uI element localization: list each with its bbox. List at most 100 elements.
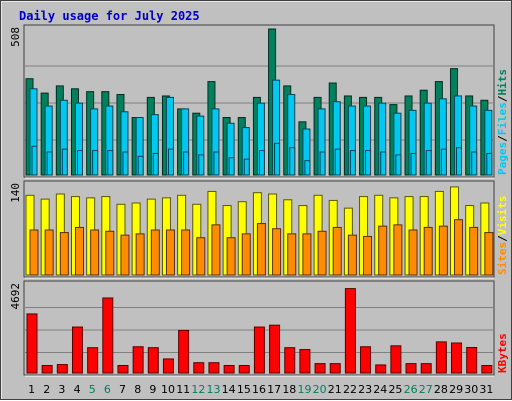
day-tick-label-15: 15 <box>237 383 251 396</box>
day-tick-label-21: 21 <box>328 383 342 396</box>
bar-pages-day-17 <box>274 142 281 176</box>
bar-sites-day-31 <box>484 232 494 276</box>
bar-sites-day-21 <box>332 226 342 276</box>
bar-kbytes-day-6 <box>102 297 114 374</box>
bar-kbytes-day-28 <box>435 341 447 374</box>
bar-kbytes-day-31 <box>481 364 493 374</box>
bar-pages-day-6 <box>107 150 114 176</box>
bar-kbytes-day-26 <box>405 363 417 374</box>
bar-kbytes-day-14 <box>223 364 235 374</box>
bar-sites-day-10 <box>165 229 175 276</box>
bar-sites-day-18 <box>287 233 297 276</box>
bar-sites-day-6 <box>105 230 115 276</box>
bar-sites-day-7 <box>120 234 130 276</box>
day-tick-label-22: 22 <box>343 383 357 396</box>
bar-kbytes-day-30 <box>466 346 478 374</box>
day-tick-label-5: 5 <box>89 383 96 396</box>
day-tick-label-30: 30 <box>464 383 478 396</box>
bar-pages-day-5 <box>92 150 99 176</box>
day-tick-label-1: 1 <box>28 383 35 396</box>
bar-kbytes-day-8 <box>132 346 144 374</box>
panel-1-max-label: 140 <box>9 183 22 203</box>
bar-kbytes-day-29 <box>451 342 463 374</box>
bar-kbytes-day-22 <box>344 288 356 374</box>
bar-pages-day-10 <box>167 148 174 176</box>
bar-kbytes-day-19 <box>299 349 311 374</box>
bar-sites-day-1 <box>29 229 39 276</box>
bar-pages-day-24 <box>380 151 387 176</box>
panel-0-legend: Pages/Files/Hits <box>496 69 509 175</box>
day-tick-label-4: 4 <box>74 383 81 396</box>
day-tick-label-19: 19 <box>297 383 311 396</box>
day-tick-label-26: 26 <box>404 383 418 396</box>
day-tick-label-13: 13 <box>207 383 221 396</box>
chart-title: Daily usage for July 2025 <box>19 9 200 23</box>
day-tick-label-28: 28 <box>434 383 448 396</box>
bar-sites-day-22 <box>347 234 357 276</box>
bar-sites-day-28 <box>438 225 448 276</box>
day-tick-label-11: 11 <box>176 383 190 396</box>
day-tick-label-14: 14 <box>222 383 236 396</box>
legend-separator: / <box>496 135 509 142</box>
bar-pages-day-20 <box>319 151 326 176</box>
bar-kbytes-day-10 <box>162 358 174 374</box>
bar-sites-day-9 <box>150 229 160 276</box>
bar-kbytes-day-7 <box>117 364 129 374</box>
legend-separator: / <box>496 95 509 102</box>
bar-pages-day-19 <box>304 160 311 176</box>
bar-sites-day-29 <box>454 219 464 276</box>
day-tick-label-24: 24 <box>373 383 387 396</box>
panel-1-legend: Sites/Visits <box>496 196 509 276</box>
legend-kbytes: KBytes <box>496 333 509 373</box>
legend-sites: Sites <box>496 242 509 275</box>
day-tick-label-10: 10 <box>161 383 175 396</box>
bar-kbytes-day-23 <box>360 346 372 374</box>
bar-kbytes-day-18 <box>284 347 296 374</box>
bar-sites-day-5 <box>90 229 100 276</box>
legend-hits: Hits <box>496 69 509 96</box>
day-tick-label-25: 25 <box>388 383 402 396</box>
bar-kbytes-day-12 <box>193 362 205 374</box>
bar-pages-day-1 <box>31 145 38 176</box>
bar-sites-day-30 <box>469 226 479 276</box>
bar-pages-day-29 <box>456 147 463 176</box>
day-tick-label-7: 7 <box>119 383 126 396</box>
bar-kbytes-day-5 <box>87 347 99 374</box>
bar-pages-day-2 <box>46 151 53 176</box>
legend-visits: Visits <box>496 196 509 236</box>
bar-kbytes-day-27 <box>420 363 432 374</box>
bar-kbytes-day-3 <box>56 364 68 374</box>
bar-kbytes-day-1 <box>26 313 38 374</box>
bar-sites-day-12 <box>196 237 206 276</box>
bar-sites-day-8 <box>135 233 145 276</box>
bar-pages-day-31 <box>486 152 493 176</box>
bar-sites-day-2 <box>44 229 54 276</box>
bar-sites-day-11 <box>181 229 191 276</box>
bar-pages-day-8 <box>137 155 144 176</box>
day-tick-label-9: 9 <box>149 383 156 396</box>
bar-sites-day-19 <box>302 233 312 276</box>
day-tick-label-29: 29 <box>449 383 463 396</box>
bar-sites-day-27 <box>423 226 433 276</box>
day-tick-label-16: 16 <box>252 383 266 396</box>
bar-kbytes-day-24 <box>375 364 387 374</box>
bar-pages-day-28 <box>440 148 447 176</box>
bar-sites-day-24 <box>378 225 388 276</box>
bar-sites-day-3 <box>59 232 69 276</box>
bar-sites-day-15 <box>241 233 251 276</box>
bar-sites-day-20 <box>317 230 327 276</box>
bar-pages-day-3 <box>61 148 68 176</box>
day-tick-label-27: 27 <box>419 383 433 396</box>
bar-pages-day-7 <box>122 151 129 176</box>
bar-pages-day-23 <box>365 150 372 176</box>
day-tick-label-8: 8 <box>134 383 141 396</box>
bar-kbytes-day-15 <box>238 364 250 374</box>
bar-kbytes-day-4 <box>71 326 83 374</box>
bar-pages-day-12 <box>198 154 205 176</box>
bar-sites-day-26 <box>408 229 418 276</box>
bar-kbytes-day-20 <box>314 363 326 374</box>
bar-pages-day-13 <box>213 151 220 176</box>
bar-kbytes-day-16 <box>253 326 265 374</box>
legend-files: Files <box>496 102 509 135</box>
